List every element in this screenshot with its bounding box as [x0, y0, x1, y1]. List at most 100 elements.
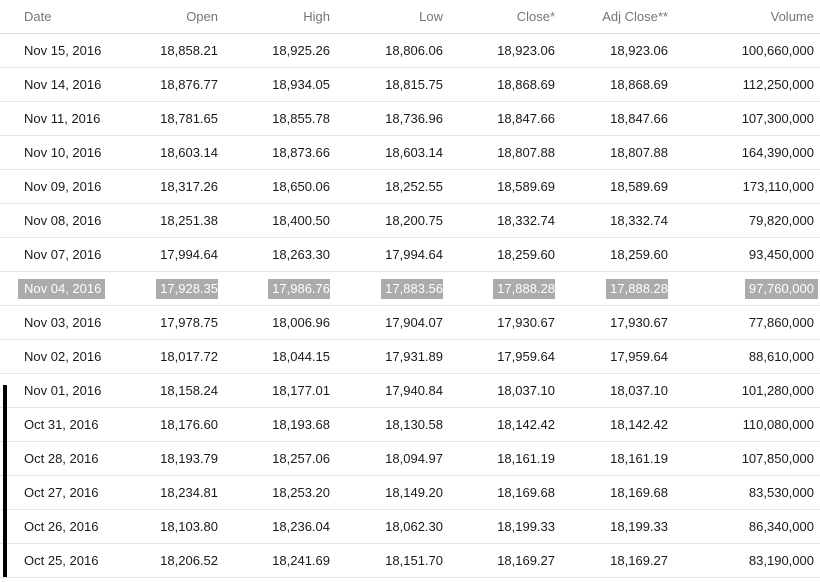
cell-value: Nov 10, 2016 — [24, 144, 102, 160]
table-header-row: Date Open High Low Close* Adj Close** Volume — [0, 0, 820, 34]
cell-adj_close: 18,923.06 — [555, 33, 668, 68]
cell-adj_close: 18,169.27 — [555, 543, 668, 578]
cell-date: Nov 11, 2016 — [0, 101, 130, 136]
cell-date: Nov 10, 2016 — [0, 135, 130, 170]
table-row: Nov 04, 2016 17,928.35 17,986.76 17,883.56 1… — [0, 271, 820, 306]
cell-date: Nov 14, 2016 — [0, 67, 130, 102]
cell-open: 18,317.26 — [130, 169, 218, 204]
cell-volume: 112,250,000 — [668, 67, 820, 102]
cell-value: 18,815.75 — [385, 76, 443, 92]
cell-open: 18,103.80 — [130, 509, 218, 544]
cell-high: 18,263.30 — [218, 237, 330, 272]
cell-value: Oct 31, 2016 — [24, 416, 99, 432]
cell-open: 18,781.65 — [130, 101, 218, 136]
cell-close: 18,169.27 — [443, 543, 555, 578]
cell-value: 18,876.77 — [160, 76, 218, 92]
cell-high: 18,855.78 — [218, 101, 330, 136]
cell-value: 18,332.74 — [610, 212, 668, 228]
cell-value: Nov 15, 2016 — [24, 42, 102, 58]
cell-value: 18,169.27 — [497, 552, 555, 568]
cell-high: 18,400.50 — [218, 203, 330, 238]
cell-value: 18,781.65 — [160, 110, 218, 126]
cell-value: 18,130.58 — [385, 416, 443, 432]
cell-value: 18,923.06 — [497, 42, 555, 58]
cell-close: 17,888.28 — [443, 271, 555, 306]
table-row: Oct 27, 2016 18,234.81 18,253.20 18,149.20 1… — [0, 475, 820, 510]
cell-value: 83,190,000 — [748, 552, 814, 568]
cell-low: 18,815.75 — [330, 67, 443, 102]
cell-close: 18,923.06 — [443, 33, 555, 68]
table-row: Nov 07, 2016 17,994.64 18,263.30 17,994.64 1… — [0, 237, 820, 272]
cell-high: 18,006.96 — [218, 305, 330, 340]
cell-low: 18,062.30 — [330, 509, 443, 544]
cell-volume: 107,300,000 — [668, 101, 820, 136]
cell-volume: 101,280,000 — [668, 373, 820, 408]
cell-value: 18,251.38 — [160, 212, 218, 228]
cell-adj_close: 17,930.67 — [555, 305, 668, 340]
scrollbar-thumb[interactable] — [3, 385, 7, 577]
cell-close: 18,161.19 — [443, 441, 555, 476]
cell-value: 18,158.24 — [160, 382, 218, 398]
cell-value: 100,660,000 — [741, 42, 814, 58]
cell-open: 18,193.79 — [130, 441, 218, 476]
column-header-high: High — [218, 0, 330, 34]
cell-open: 17,928.35 — [130, 271, 218, 306]
cell-open: 18,251.38 — [130, 203, 218, 238]
table-row: Nov 08, 2016 18,251.38 18,400.50 18,200.75 1… — [0, 203, 820, 238]
cell-high: 18,925.26 — [218, 33, 330, 68]
cell-low: 18,149.20 — [330, 475, 443, 510]
cell-low: 18,200.75 — [330, 203, 443, 238]
cell-value: 17,928.35 — [156, 278, 218, 299]
cell-open: 18,876.77 — [130, 67, 218, 102]
cell-value: 18,847.66 — [610, 110, 668, 126]
cell-volume: 97,760,000 — [668, 271, 820, 306]
cell-value: 17,930.67 — [610, 314, 668, 330]
cell-adj_close: 18,589.69 — [555, 169, 668, 204]
cell-value: 18,603.14 — [160, 144, 218, 160]
cell-close: 18,199.33 — [443, 509, 555, 544]
cell-date: Oct 27, 2016 — [0, 475, 130, 510]
cell-value: 18,037.10 — [610, 382, 668, 398]
cell-value: 18,142.42 — [610, 416, 668, 432]
table-row: Oct 25, 2016 18,206.52 18,241.69 18,151.70 1… — [0, 543, 820, 578]
cell-date: Oct 28, 2016 — [0, 441, 130, 476]
cell-value: Nov 07, 2016 — [24, 246, 102, 262]
cell-date: Nov 01, 2016 — [0, 373, 130, 408]
cell-value: 17,994.64 — [385, 246, 443, 262]
cell-adj_close: 17,959.64 — [555, 339, 668, 374]
cell-value: 18,589.69 — [610, 178, 668, 194]
cell-value: 18,259.60 — [610, 246, 668, 262]
table-row: Oct 31, 2016 18,176.60 18,193.68 18,130.58 1… — [0, 407, 820, 442]
cell-volume: 86,340,000 — [668, 509, 820, 544]
cell-value: 18,142.42 — [497, 416, 555, 432]
cell-value: Nov 08, 2016 — [24, 212, 102, 228]
cell-value: 77,860,000 — [748, 314, 814, 330]
cell-adj_close: 18,161.19 — [555, 441, 668, 476]
cell-value: 17,978.75 — [160, 314, 218, 330]
table-row: Nov 09, 2016 18,317.26 18,650.06 18,252.55 1… — [0, 169, 820, 204]
cell-value: 83,530,000 — [748, 484, 814, 500]
cell-close: 18,332.74 — [443, 203, 555, 238]
cell-value: Nov 11, 2016 — [24, 110, 101, 126]
cell-value: 18,241.69 — [272, 552, 330, 568]
cell-value: 17,986.76 — [268, 278, 330, 299]
cell-value: 18,400.50 — [272, 212, 330, 228]
cell-adj_close: 18,847.66 — [555, 101, 668, 136]
cell-value: 18,259.60 — [497, 246, 555, 262]
cell-value: 18,206.52 — [160, 552, 218, 568]
cell-open: 17,978.75 — [130, 305, 218, 340]
cell-value: 17,994.64 — [160, 246, 218, 262]
cell-low: 18,736.96 — [330, 101, 443, 136]
cell-value: 18,650.06 — [272, 178, 330, 194]
cell-value: 18,037.10 — [497, 382, 555, 398]
cell-close: 18,142.42 — [443, 407, 555, 442]
cell-value: 18,252.55 — [385, 178, 443, 194]
cell-volume: 110,080,000 — [668, 407, 820, 442]
cell-value: 18,151.70 — [385, 552, 443, 568]
cell-close: 18,037.10 — [443, 373, 555, 408]
cell-open: 18,234.81 — [130, 475, 218, 510]
cell-date: Nov 02, 2016 — [0, 339, 130, 374]
cell-value: 17,888.28 — [493, 278, 555, 299]
